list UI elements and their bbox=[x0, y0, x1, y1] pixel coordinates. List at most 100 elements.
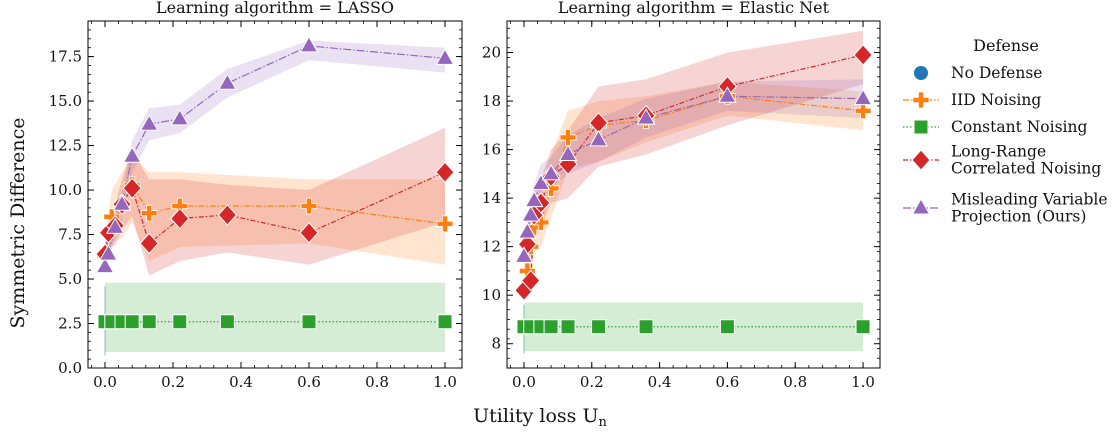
lasso-long_range-point bbox=[435, 161, 455, 184]
lasso-mvp-point bbox=[99, 244, 118, 261]
lasso-long_range-point bbox=[299, 222, 319, 244]
lasso-constant-point bbox=[301, 314, 317, 330]
lasso-mvp-point bbox=[112, 194, 132, 211]
lasso-mvp-point bbox=[95, 256, 115, 274]
lasso-constant-point bbox=[437, 314, 453, 330]
elastic-net-mvp-point bbox=[718, 86, 737, 103]
lasso-mvp-point bbox=[218, 73, 237, 90]
elastic-net-iid-line bbox=[526, 95, 864, 272]
elastic-net-y-tick-label: 18 bbox=[482, 92, 501, 110]
elastic-net-mvp-point bbox=[558, 144, 578, 161]
elastic-net-long_range-point bbox=[853, 44, 873, 66]
lasso-mvp-point bbox=[299, 35, 319, 53]
elastic-net-mvp-point bbox=[636, 108, 656, 125]
lasso-constant-point bbox=[124, 314, 140, 330]
elastic-net-constant-point bbox=[560, 319, 576, 335]
legend-label-constant: Constant Noising bbox=[951, 118, 1087, 136]
elastic-net-iid-ci-band bbox=[527, 81, 864, 284]
lasso-panel: 0.0 0.2 0.4 0.6 0.8 1.0 0.0 2.5 5.0 7.5 10.0 12.5 15… bbox=[49, 0, 463, 391]
lasso-x-tick-label: 0.4 bbox=[229, 373, 253, 391]
lasso-iid-ci-band bbox=[105, 154, 445, 269]
lasso-y-tick-label: 12.5 bbox=[49, 137, 82, 155]
lasso-panel-title: Learning algorithm = LASSO bbox=[156, 0, 394, 17]
legend-label-long-range: Long-Range bbox=[951, 143, 1046, 161]
elastic-net-mvp-point bbox=[514, 246, 534, 263]
legend-label-iid: IID Noising bbox=[951, 91, 1041, 109]
elastic-net-constant-point bbox=[638, 319, 654, 335]
lasso-mvp-point bbox=[122, 146, 142, 163]
lasso-iid-point bbox=[140, 204, 158, 222]
lasso-long_range-point bbox=[122, 177, 142, 200]
elastic-net-mvp-point bbox=[517, 222, 537, 239]
lasso-y-tick-label: 2.5 bbox=[58, 315, 82, 333]
legend-marker-constant bbox=[913, 119, 929, 135]
elastic-net-x-tick-label: 1.0 bbox=[851, 373, 875, 391]
legend-label-mvp: Misleading Variable bbox=[951, 191, 1108, 209]
elastic-net-mvp-point bbox=[521, 205, 541, 222]
lasso-x-tick-label: 0.0 bbox=[93, 373, 117, 391]
elastic-net-long_range-ci-band bbox=[523, 30, 864, 301]
lasso-iid-line bbox=[104, 183, 446, 256]
elastic-net-y-tick-label: 8 bbox=[491, 335, 501, 353]
legend-marker-long-range bbox=[911, 149, 931, 171]
lasso-long_range-point bbox=[217, 204, 238, 226]
elastic-net-x-tick-label: 0.6 bbox=[715, 373, 739, 391]
lasso-constant-point bbox=[141, 314, 157, 330]
elastic-net-constant-point bbox=[543, 319, 559, 335]
lasso-constant-point bbox=[219, 314, 235, 330]
lasso-mvp-point bbox=[105, 217, 125, 234]
lasso-y-tick-label: 17.5 bbox=[49, 48, 82, 66]
elastic-net-x-tick-label: 0.0 bbox=[512, 373, 536, 391]
legend-title: Defense bbox=[973, 36, 1039, 55]
lasso-plot-area bbox=[104, 40, 446, 356]
elastic-net-constant-point bbox=[855, 319, 871, 335]
lasso-x-tick-label: 0.6 bbox=[297, 373, 321, 391]
legend-marker-no-defense bbox=[913, 65, 929, 81]
lasso-y-tick-label: 0.0 bbox=[58, 359, 82, 377]
elastic-net-y-tick-label: 12 bbox=[482, 238, 501, 256]
elastic-net-mvp-point bbox=[541, 163, 561, 181]
elastic-net-y-tick-label: 20 bbox=[482, 44, 501, 62]
lasso-mvp-point bbox=[139, 114, 159, 131]
elastic-net-mvp-point bbox=[524, 190, 544, 208]
legend-label-long-range: Correlated Noising bbox=[951, 160, 1101, 178]
lasso-y-tick-label: 7.5 bbox=[58, 226, 82, 244]
elastic-net-iid-point bbox=[854, 102, 872, 120]
lasso-long_range-point bbox=[170, 207, 190, 230]
elastic-net-plot-area bbox=[523, 30, 864, 354]
legend-item-constant: Constant Noising bbox=[903, 118, 1087, 136]
elastic-net-panel-title: Learning algorithm = Elastic Net bbox=[558, 0, 830, 17]
legend-label-mvp: Projection (Ours) bbox=[951, 208, 1086, 226]
elastic-net-mvp-point bbox=[853, 88, 873, 106]
x-axis-label-subscript: n bbox=[598, 415, 607, 430]
elastic-net-mvp-point bbox=[589, 129, 608, 147]
x-axis-label: Utility loss Un bbox=[473, 405, 607, 430]
lasso-mvp-point bbox=[170, 108, 190, 126]
lasso-mvp-ci-band bbox=[105, 40, 445, 272]
x-axis-label-main: Utility loss U bbox=[473, 405, 598, 427]
lasso-long_range-ci-band bbox=[105, 127, 445, 276]
lasso-y-tick-label: 5.0 bbox=[58, 270, 82, 288]
elastic-net-x-tick-label: 0.8 bbox=[783, 373, 807, 391]
elastic-net-panel: 0.0 0.2 0.4 0.6 0.8 1.0 8 10 12 14 16 18 20 Learning … bbox=[482, 0, 881, 391]
lasso-long_range-point bbox=[139, 232, 159, 255]
elastic-net-iid-point bbox=[559, 129, 577, 146]
elastic-net-constant-point bbox=[591, 319, 607, 335]
elastic-net-y-tick-label: 14 bbox=[482, 189, 501, 207]
elastic-net-mvp-point bbox=[531, 173, 551, 191]
legend-marker-mvp bbox=[911, 197, 931, 215]
lasso-y-tick-label: 15.0 bbox=[49, 92, 82, 110]
elastic-net-mvp-ci-band bbox=[523, 79, 864, 271]
legend-label-no-defense: No Defense bbox=[951, 64, 1042, 82]
lasso-constant-ci-band bbox=[105, 282, 445, 352]
lasso-mvp-line bbox=[104, 45, 446, 267]
elastic-net-constant-ci-band bbox=[523, 302, 864, 352]
lasso-x-tick-label: 1.0 bbox=[433, 373, 457, 391]
elastic-net-constant-point bbox=[719, 319, 735, 335]
legend-item-no-defense: No Defense bbox=[913, 64, 1042, 82]
elastic-net-x-tick-label: 0.2 bbox=[580, 373, 604, 391]
elastic-net-y-tick-label: 10 bbox=[482, 286, 501, 304]
